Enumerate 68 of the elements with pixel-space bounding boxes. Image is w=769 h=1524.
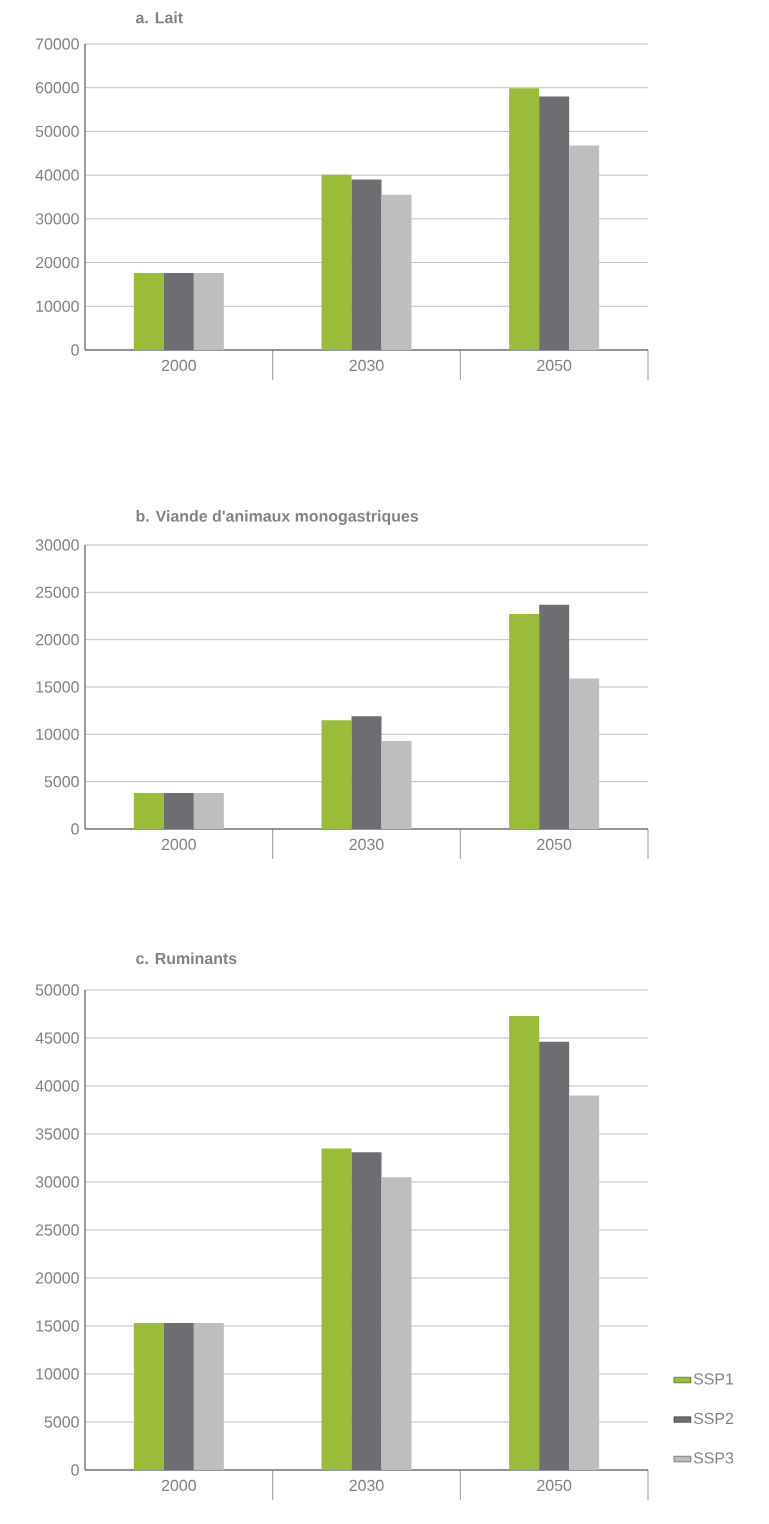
bar — [539, 96, 570, 350]
y-tick-label: 20000 — [35, 256, 79, 269]
x-tick-label: 2000 — [161, 838, 196, 851]
x-tick-label: 2050 — [537, 838, 572, 851]
bar — [133, 793, 164, 829]
chart-title: a. Lait — [136, 11, 183, 24]
bar — [381, 740, 412, 829]
y-tick-label: 10000 — [36, 728, 79, 740]
y-tick-label: 20000 — [35, 634, 79, 646]
bar — [509, 1015, 540, 1470]
x-tick-label: 2000 — [161, 359, 196, 372]
legend-label: SSP1 — [693, 1373, 734, 1385]
y-tick-label: 0 — [71, 823, 79, 835]
y-tick-label: 60000 — [35, 82, 79, 94]
y-tick-label: 10000 — [36, 300, 79, 312]
y-tick-label: 0 — [71, 1464, 79, 1476]
bar — [133, 1323, 164, 1470]
y-tick-label: 45000 — [35, 1032, 79, 1044]
bar — [193, 273, 224, 350]
bar — [539, 1041, 570, 1470]
bar — [539, 604, 570, 829]
y-tick-label: 0 — [71, 344, 79, 356]
bar — [321, 720, 352, 829]
x-tick-label: 2030 — [349, 1479, 384, 1492]
x-tick-label: 2050 — [537, 1479, 572, 1492]
bar — [321, 1148, 352, 1470]
bar — [569, 145, 600, 350]
chart-title: b. Viande d'animaux monogastriques — [136, 510, 419, 525]
bar — [193, 793, 224, 829]
y-tick-label: 15000 — [36, 681, 79, 693]
x-tick-label: 2030 — [349, 359, 384, 372]
bar — [569, 678, 600, 829]
y-tick-label: 25000 — [35, 1224, 79, 1236]
bar — [381, 194, 412, 350]
bar — [321, 174, 352, 350]
bar — [569, 1095, 600, 1470]
y-tick-label: 25000 — [35, 586, 79, 598]
y-tick-label: 50000 — [35, 125, 79, 138]
y-tick-label: 40000 — [35, 169, 79, 181]
y-tick-label: 30000 — [35, 1176, 79, 1188]
y-tick-label: 5000 — [44, 1416, 79, 1428]
bar — [381, 1177, 412, 1470]
y-tick-label: 5000 — [44, 776, 79, 788]
x-tick-label: 2050 — [537, 359, 572, 372]
y-tick-label: 15000 — [36, 1320, 79, 1332]
bar — [163, 1323, 194, 1470]
y-tick-label: 35000 — [35, 1128, 79, 1140]
y-tick-label: 10000 — [36, 1368, 79, 1380]
y-tick-label: 40000 — [35, 1080, 79, 1092]
legend-label: SSP2 — [693, 1412, 734, 1425]
bar — [163, 793, 194, 829]
y-tick-label: 20000 — [35, 1272, 79, 1284]
bar — [163, 273, 194, 350]
chart-title: c. Ruminants — [136, 952, 237, 965]
y-tick-label: 50000 — [35, 984, 79, 996]
y-tick-label: 30000 — [35, 213, 79, 225]
bar — [509, 614, 540, 829]
x-tick-label: 2000 — [161, 1479, 196, 1492]
bar — [509, 88, 540, 350]
x-tick-label: 2030 — [349, 838, 384, 851]
y-tick-label: 70000 — [35, 38, 79, 50]
bar — [351, 716, 382, 829]
bar — [351, 1152, 382, 1470]
bar — [133, 273, 164, 350]
legend-label: SSP3 — [693, 1452, 734, 1464]
bar — [351, 179, 382, 350]
bar — [193, 1323, 224, 1470]
y-tick-label: 30000 — [35, 539, 79, 551]
